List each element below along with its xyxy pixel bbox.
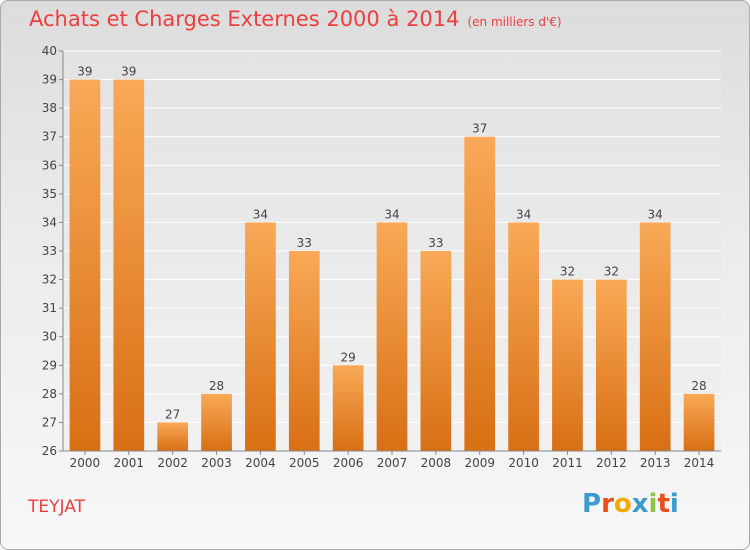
data-label-2008: 33 xyxy=(428,236,443,250)
bar-2006 xyxy=(332,365,364,451)
logo-letter: P xyxy=(582,489,602,519)
x-tick-label-2013: 2013 xyxy=(640,456,671,470)
bar-2005 xyxy=(288,251,320,451)
y-tick-label: 34 xyxy=(42,215,57,229)
chart-title: Achats et Charges Externes 2000 à 2014 (e… xyxy=(29,7,562,31)
data-label-2011: 32 xyxy=(560,265,575,279)
y-tick-label: 40 xyxy=(42,44,57,58)
bar-2003 xyxy=(201,393,232,451)
data-label-2013: 34 xyxy=(648,207,663,221)
y-tick-label: 35 xyxy=(42,187,57,201)
data-label-2001: 39 xyxy=(121,65,136,79)
bar-2007 xyxy=(376,222,408,451)
y-tick-label: 31 xyxy=(42,301,57,315)
y-tick-label: 30 xyxy=(42,330,57,344)
logo-letter: t xyxy=(657,489,670,519)
x-tick-label-2009: 2009 xyxy=(464,456,495,470)
bar-2000 xyxy=(69,79,101,452)
bar-2008 xyxy=(420,251,452,451)
x-tick-label-2005: 2005 xyxy=(289,456,320,470)
bar-2010 xyxy=(508,222,539,451)
y-tick-label: 33 xyxy=(42,244,57,258)
axes: 26 27 28 29 30 31 32 33 34 35 36 37 38 39 40 2000 2001 20… xyxy=(42,44,721,470)
data-label-2002: 27 xyxy=(165,407,180,421)
data-label-2014: 28 xyxy=(691,379,706,393)
y-tick-label: 29 xyxy=(42,358,57,372)
logo-letter: i xyxy=(669,489,679,519)
logo-letter: i xyxy=(648,489,658,519)
y-tick-label: 28 xyxy=(42,387,57,401)
logo-letter: x xyxy=(631,489,649,519)
bar-2009 xyxy=(464,136,496,451)
data-label-2000: 39 xyxy=(77,65,92,79)
place-name: TEYJAT xyxy=(28,497,85,517)
x-tick-label-2004: 2004 xyxy=(245,456,276,470)
x-tick-label-2011: 2011 xyxy=(552,456,583,470)
bar-2002 xyxy=(157,422,189,451)
data-label-2010: 34 xyxy=(516,207,531,221)
bar-2004 xyxy=(245,222,276,451)
data-label-2009: 37 xyxy=(472,122,487,136)
x-tick-label-2014: 2014 xyxy=(684,456,715,470)
data-labels: 39 39 27 28 34 33 29 34 33 37 34 32 32 34 28 xyxy=(77,65,706,422)
x-tick-label-2001: 2001 xyxy=(114,456,145,470)
bar-2001 xyxy=(113,79,145,452)
x-tick-label-2010: 2010 xyxy=(508,456,539,470)
x-tick-label-2007: 2007 xyxy=(377,456,408,470)
logo-letter: r xyxy=(601,489,614,519)
x-tick-label-2002: 2002 xyxy=(157,456,188,470)
chart-subtitle: (en milliers d'€) xyxy=(467,15,562,29)
x-tick-label-2008: 2008 xyxy=(421,456,452,470)
y-tick-label: 27 xyxy=(42,415,57,429)
bar-2014 xyxy=(683,393,715,451)
y-tick-label: 39 xyxy=(42,73,57,87)
bar-2011 xyxy=(552,279,583,451)
data-label-2007: 34 xyxy=(384,207,399,221)
bar-2012 xyxy=(595,279,627,451)
data-label-2012: 32 xyxy=(604,265,619,279)
data-label-2005: 33 xyxy=(297,236,312,250)
data-label-2003: 28 xyxy=(209,379,224,393)
y-tick-label: 32 xyxy=(42,273,57,287)
x-tick-label-2012: 2012 xyxy=(596,456,627,470)
x-tick-label-2003: 2003 xyxy=(201,456,232,470)
logo-letter: o xyxy=(613,489,632,519)
y-tick-label: 37 xyxy=(42,130,57,144)
x-tick-label-2006: 2006 xyxy=(333,456,364,470)
y-tick-label: 26 xyxy=(42,444,57,458)
proxiti-logo: Proxiti xyxy=(582,489,679,519)
y-tick-label: 36 xyxy=(42,158,57,172)
data-label-2004: 34 xyxy=(253,207,268,221)
bars xyxy=(69,79,715,452)
y-tick-label: 38 xyxy=(42,101,57,115)
bar-2013 xyxy=(639,222,671,451)
x-tick-label-2000: 2000 xyxy=(70,456,101,470)
data-label-2006: 29 xyxy=(340,350,355,364)
